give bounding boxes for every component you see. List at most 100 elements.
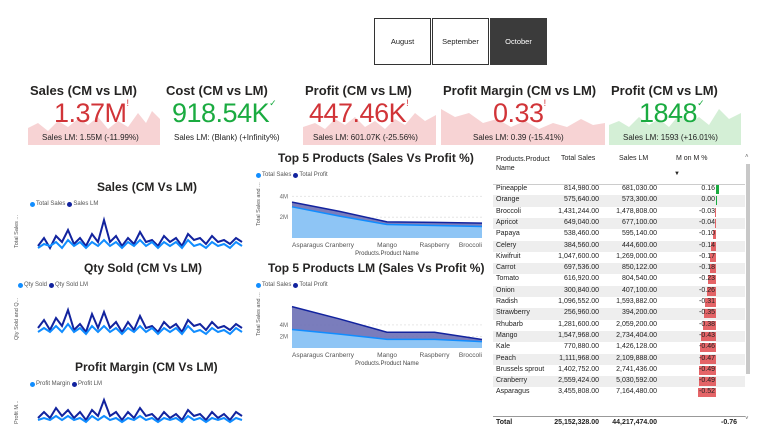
- kpi-value: 1848✓: [639, 98, 705, 128]
- legend-label: Profit LM: [78, 381, 103, 387]
- cell-mom: -0.46: [699, 343, 715, 351]
- cell-mom: -0.14: [699, 241, 715, 249]
- mom-databar: [716, 185, 719, 194]
- kpi-card-profit[interactable]: Profit (CM vs LM) 447.46K! Sales LM: 601…: [303, 83, 436, 145]
- cell-product: Onion: [496, 286, 515, 294]
- cell-total-sales: 1,281,600.00: [558, 320, 599, 328]
- cell-mom: -0.18: [699, 264, 715, 272]
- table-scrollbar[interactable]: ˄ ˅: [745, 152, 752, 422]
- cell-product: Celery: [496, 241, 517, 249]
- top5lm-area-chart: 4M 2M Asparagus Cranberry Mango Raspberry Broc…: [280, 305, 483, 367]
- margin-chart-ylabel: Profit M...: [14, 400, 20, 424]
- cell-sales-lm: 2,109,888.00: [616, 354, 657, 362]
- table-row[interactable]: Strawberry 256,960.00 394,200.00 -0.35: [493, 308, 745, 320]
- x-tick-label: Cranberry: [325, 242, 355, 249]
- sales-chart-legend: Total Sales Sales LM: [28, 201, 98, 207]
- legend-dot-icon: [30, 381, 35, 387]
- kpi-comparison: Sales LM: (Blank) (+Infinity%): [174, 133, 280, 142]
- legend-dot-icon: [256, 172, 261, 178]
- column-header-mom[interactable]: M on M %: [676, 155, 708, 162]
- table-row[interactable]: Peach 1,111,968.00 2,109,888.00 -0.47: [493, 353, 745, 365]
- cell-sales-lm: 5,030,592.00: [616, 377, 657, 385]
- margin-line-chart: [37, 397, 243, 424]
- cell-product: Kiwifruit: [496, 252, 521, 260]
- qty-line-chart: [37, 306, 243, 336]
- month-button-october[interactable]: October: [490, 18, 547, 65]
- sales-chart-title: Sales (CM Vs LM): [97, 180, 198, 194]
- cell-product: Mango: [496, 331, 518, 339]
- kpi-title: Sales (CM vs LM): [30, 83, 137, 98]
- top5-chart-legend: Total Sales Total Profit: [254, 172, 328, 178]
- month-button-august[interactable]: August: [374, 18, 431, 65]
- mom-databar: [699, 354, 716, 364]
- cell-total-sales: 1,096,552.00: [558, 298, 599, 305]
- table-row[interactable]: Radish 1,096,552.00 1,593,882.00 -0.31: [493, 297, 745, 308]
- cell-total-sales: 1,402,752.00: [558, 365, 599, 373]
- y-tick-label: 4M: [280, 194, 288, 200]
- legend-dot-icon: [293, 282, 299, 288]
- cell-product: Papaya: [496, 230, 520, 238]
- x-tick-label: Broccoli: [459, 352, 482, 359]
- table-row[interactable]: Cranberry 2,559,424.00 5,030,592.00 -0.49: [493, 376, 745, 388]
- cell-total-sales: 770,880.00: [563, 343, 599, 351]
- kpi-title: Profit (CM vs LM): [611, 83, 718, 98]
- series-line-total-sales: [291, 201, 483, 224]
- cell-total-sales: 256,960.00: [563, 309, 599, 317]
- column-header-product[interactable]: Products.Product Name: [496, 156, 550, 172]
- series-area-total-profit[interactable]: [292, 206, 482, 238]
- table-row[interactable]: Orange 575,640.00 573,300.00 0.00: [493, 195, 745, 207]
- x-tick-label: Raspberry: [420, 242, 451, 249]
- cell-sales-lm: 394,200.00: [621, 309, 657, 317]
- sales-line-chart: [37, 216, 243, 251]
- cell-total-sales: 616,920.00: [563, 275, 599, 283]
- margin-lm-line: [37, 397, 243, 422]
- legend-label: Qty Sold LM: [55, 282, 89, 288]
- table-row[interactable]: Kale 770,880.00 1,426,128.00 -0.46: [493, 342, 745, 353]
- cell-product: Carrot: [496, 264, 516, 272]
- table-row[interactable]: Papaya 538,460.00 595,140.00 -0.10: [493, 229, 745, 240]
- table-row[interactable]: Carrot 697,536.00 850,122.00 -0.18: [493, 263, 745, 275]
- legend-dot-icon: [67, 201, 73, 207]
- kpi-value: 0.33!: [493, 98, 546, 128]
- sort-desc-icon[interactable]: ▼: [674, 171, 680, 177]
- table-row[interactable]: Mango 1,547,968.00 2,734,404.00 -0.43: [493, 330, 745, 343]
- kpi-value: 1.37M!: [54, 98, 129, 128]
- month-button-september[interactable]: September: [432, 18, 489, 65]
- table-row[interactable]: Asparagus 3,455,808.00 7,164,480.00 -0.52: [493, 387, 745, 398]
- kpi-comparison: Sales LM: 1.55M (-11.99%): [42, 133, 139, 142]
- table-row[interactable]: Onion 300,840.00 407,100.00 -0.26: [493, 285, 745, 297]
- table-row[interactable]: Celery 384,560.00 444,600.00 -0.14: [493, 240, 745, 252]
- kpi-card-cost[interactable]: Cost (CM vs LM) 918.54K✓ Sales LM: (Blan…: [164, 83, 298, 145]
- warning-icon: !: [406, 98, 409, 108]
- sales-chart-ylabel: Total Sales ...: [14, 214, 20, 248]
- x-tick-label: Mango: [377, 242, 397, 249]
- table-row[interactable]: Brussels sprout 1,402,752.00 2,741,436.00 -…: [493, 365, 745, 376]
- x-tick-label: Asparagus: [292, 352, 324, 359]
- table-row[interactable]: Pineapple 814,980.00 681,030.00 0.16: [493, 184, 745, 195]
- cell-mom: -0.49: [699, 377, 715, 385]
- y-tick-label: 4M: [280, 323, 288, 329]
- cell-product: Cranberry: [496, 377, 528, 385]
- legend-label: Qty Sold: [24, 282, 48, 288]
- cell-mom: -0.23: [699, 275, 715, 283]
- kpi-card-sales[interactable]: Sales (CM vs LM) 1.37M! Sales LM: 1.55M …: [28, 83, 160, 145]
- series-area-total-profit[interactable]: [292, 329, 482, 348]
- legend-dot-icon: [293, 172, 299, 178]
- cell-mom: -0.38: [699, 320, 715, 328]
- table-row[interactable]: Kiwifruit 1,047,600.00 1,269,000.00 -0.17: [493, 252, 745, 263]
- table-row[interactable]: Rhubarb 1,281,600.00 2,059,200.00 -0.38: [493, 320, 745, 331]
- table-row[interactable]: Tomato 616,920.00 804,540.00 -0.23: [493, 274, 745, 285]
- table-header: Products.Product Name Total Sales Sales …: [493, 154, 745, 185]
- cell-product: Orange: [496, 196, 520, 204]
- column-header-total-sales[interactable]: Total Sales: [561, 155, 596, 162]
- table-row[interactable]: Apricot 649,040.00 677,100.00 -0.04: [493, 217, 745, 230]
- legend-label: Total Sales: [262, 282, 292, 288]
- column-header-sales-lm[interactable]: Sales LM: [619, 155, 649, 162]
- cell-product: Kale: [496, 343, 511, 351]
- cell-sales-lm: 850,122.00: [621, 264, 657, 272]
- kpi-card-profit-qty[interactable]: Profit (CM vs LM) 1848✓ Sales LM: 1593 (…: [609, 83, 741, 145]
- cell-sales-lm: 2,059,200.00: [616, 320, 657, 328]
- kpi-card-profit-margin[interactable]: Profit Margin (CM vs LM) 0.33! Sales LM:…: [441, 83, 605, 145]
- table-row[interactable]: Broccoli 1,431,244.00 1,478,808.00 -0.03: [493, 207, 745, 218]
- cell-sales-lm: 2,741,436.00: [616, 365, 657, 373]
